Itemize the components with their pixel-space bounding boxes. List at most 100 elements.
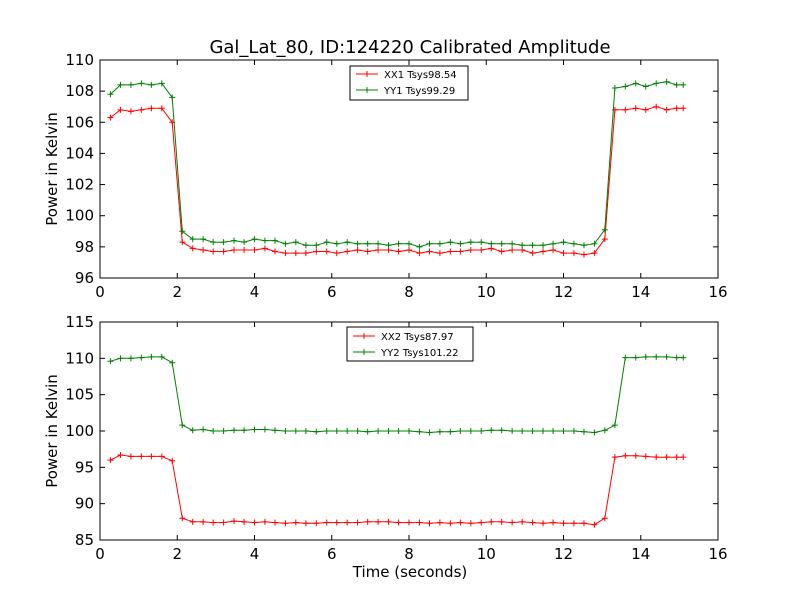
data-point [344, 428, 351, 434]
data-point [127, 81, 134, 88]
data-point [251, 519, 258, 526]
data-point [509, 240, 516, 247]
y-tick-label: 105 [65, 386, 94, 404]
data-point [406, 240, 412, 247]
data-point [560, 250, 567, 257]
data-point [580, 520, 587, 527]
data-point [292, 428, 299, 434]
data-point [282, 428, 289, 434]
data-point [550, 240, 557, 247]
data-point [169, 359, 176, 366]
data-point [271, 427, 278, 434]
data-point [127, 108, 134, 115]
legend-box [346, 326, 474, 362]
data-point [426, 248, 433, 255]
data-point [457, 240, 464, 247]
data-point [231, 427, 238, 434]
data-point [529, 242, 536, 249]
data-point [179, 515, 186, 522]
data-point [158, 80, 165, 87]
data-point [406, 519, 412, 526]
data-point [570, 240, 577, 247]
data-point [364, 240, 371, 247]
data-point [148, 81, 155, 88]
bottom-chart: Time (seconds) Power in Kelvin 0 2 4 6 8 10 12… [43, 313, 728, 581]
data-point [354, 519, 361, 526]
data-point [663, 106, 670, 113]
data-point [210, 519, 217, 526]
data-point [354, 240, 361, 247]
data-point [344, 239, 351, 246]
legend-label-yy2: YY2 Tsys101.22 [380, 348, 459, 359]
y-axis-label: Power in Kelvin [43, 374, 61, 488]
x-tick-label: 6 [327, 545, 337, 563]
tick-group: 0 2 4 6 8 10 12 14 16 96 98 100 102 104 106 108 110 [65, 51, 727, 301]
y-tick-label: 100 [65, 422, 94, 440]
data-point [117, 106, 124, 113]
data-point [158, 105, 165, 112]
data-point [467, 239, 474, 246]
data-point [271, 237, 278, 244]
data-point [395, 428, 402, 434]
data-point [457, 519, 464, 526]
data-point [457, 248, 464, 255]
data-point [220, 248, 227, 255]
data-point [478, 428, 485, 434]
data-point [642, 83, 649, 90]
data-point [313, 428, 320, 435]
data-point [488, 427, 495, 434]
data-point [220, 519, 227, 526]
data-point [540, 428, 547, 434]
data-point [210, 239, 217, 246]
data-point [220, 239, 227, 246]
data-point [313, 520, 320, 527]
data-point [416, 519, 423, 526]
data-point [127, 355, 134, 362]
x-tick-label: 8 [404, 283, 414, 301]
data-point [313, 242, 320, 249]
data-point [138, 80, 145, 87]
data-point [509, 246, 516, 253]
y-tick-label: 110 [65, 51, 94, 69]
y-tick-label: 95 [75, 458, 94, 476]
data-point [673, 81, 680, 88]
x-tick-label: 4 [250, 283, 260, 301]
data-point [447, 239, 454, 246]
y-tick-label: 115 [65, 313, 94, 331]
data-point [354, 428, 361, 434]
data-point [436, 428, 443, 435]
data-point [292, 250, 299, 257]
data-point [406, 246, 412, 253]
plot-frame [99, 321, 719, 541]
y-tick-label: 108 [65, 82, 94, 100]
data-point [447, 520, 454, 527]
legend-label-xx2: XX2 Tsys87.97 [381, 332, 454, 343]
data-point [426, 240, 433, 247]
data-point [189, 518, 196, 525]
data-point [416, 428, 423, 435]
x-tick-label: 2 [172, 283, 182, 301]
data-point [632, 354, 639, 361]
data-point [375, 428, 382, 434]
data-point [375, 246, 382, 253]
data-point [241, 246, 248, 253]
legend: XX1 Tsys98.54 YY1 Tsys99.29 [349, 65, 469, 101]
data-point [251, 246, 258, 253]
data-point [601, 236, 608, 243]
series-layer [107, 353, 687, 528]
data-point [580, 242, 587, 249]
data-point [540, 248, 547, 255]
data-point [601, 226, 608, 233]
x-tick-label: 10 [477, 545, 496, 563]
data-point [529, 428, 536, 434]
data-point [158, 353, 165, 360]
data-point [395, 519, 402, 526]
data-point [333, 519, 340, 526]
data-point [169, 94, 176, 101]
data-point [498, 427, 505, 434]
data-point [385, 518, 392, 525]
data-point [653, 353, 660, 360]
data-point [261, 426, 268, 433]
legend: XX2 Tsys87.97 YY2 Tsys101.22 [346, 326, 474, 362]
